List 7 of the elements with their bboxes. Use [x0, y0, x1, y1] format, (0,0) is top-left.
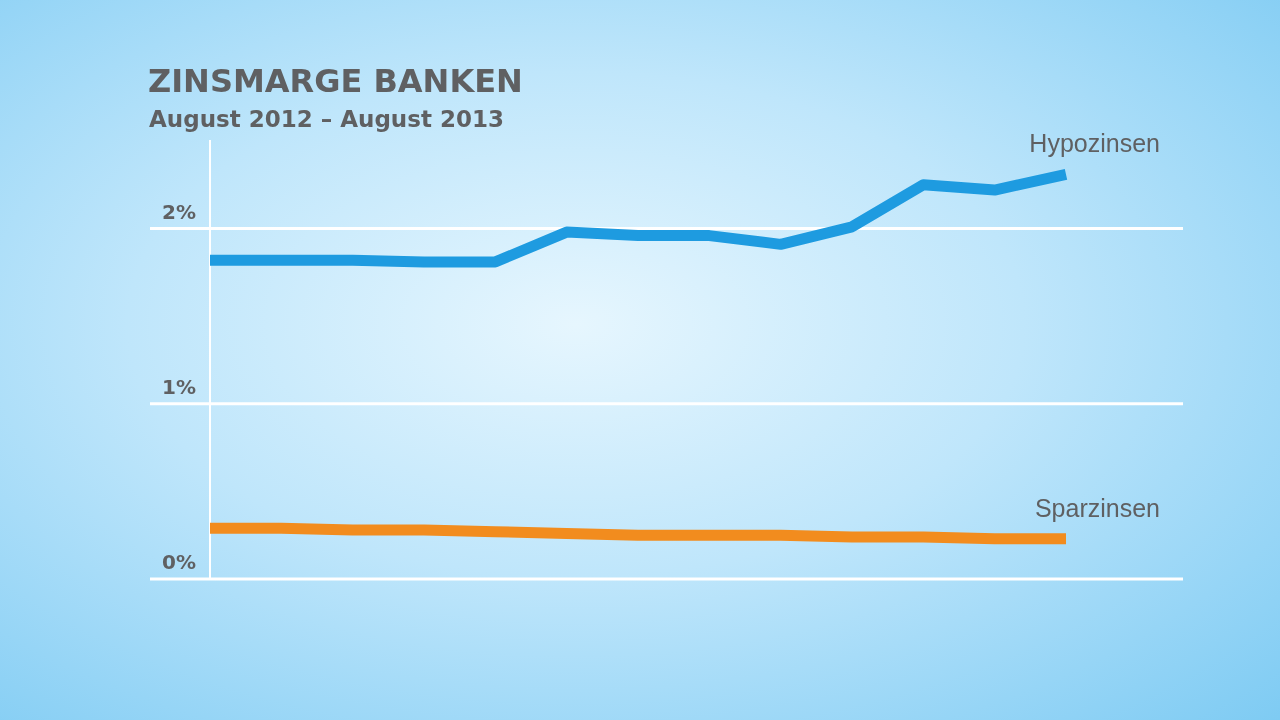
y-tick-label: 1%	[162, 374, 196, 399]
chart-title: ZINSMARGE BANKEN	[148, 62, 523, 100]
chart-subtitle: August 2012 – August 2013	[149, 106, 504, 132]
series-label: Hypozinsen	[1029, 129, 1160, 158]
y-tick-label: 2%	[162, 199, 196, 224]
y-tick-label: 0%	[162, 550, 196, 574]
series-label: Sparzinsen	[1034, 493, 1160, 522]
